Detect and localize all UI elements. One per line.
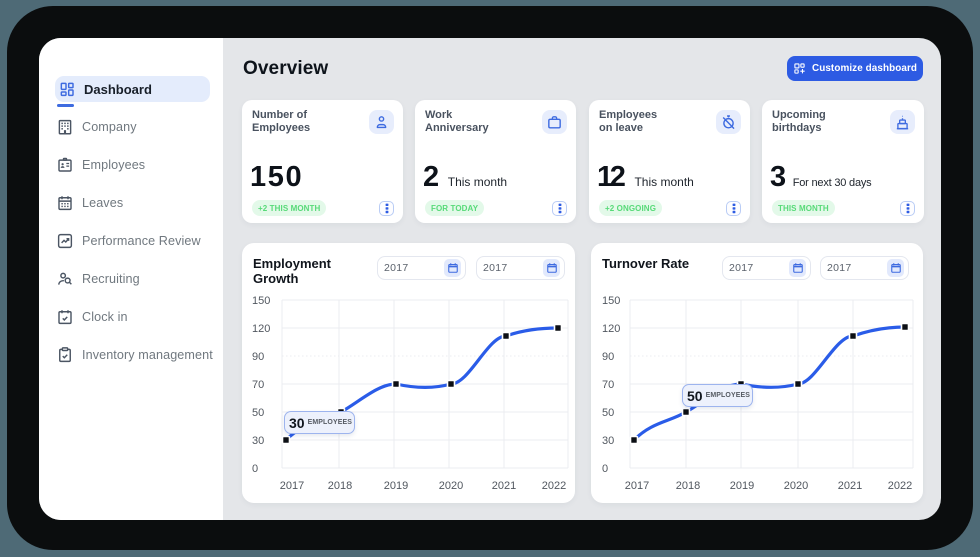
svg-text:0: 0	[602, 463, 608, 475]
svg-text:120: 120	[252, 323, 270, 335]
svg-text:150: 150	[602, 295, 620, 307]
svg-text:70: 70	[602, 379, 614, 391]
svg-text:90: 90	[252, 351, 264, 363]
svg-text:70: 70	[252, 379, 264, 391]
svg-text:0: 0	[252, 463, 258, 475]
svg-text:150: 150	[252, 295, 270, 307]
svg-text:2022: 2022	[888, 480, 912, 492]
svg-text:2020: 2020	[439, 480, 463, 492]
svg-text:50: 50	[602, 407, 614, 419]
svg-text:2019: 2019	[384, 480, 408, 492]
svg-text:2017: 2017	[625, 480, 649, 492]
svg-text:2021: 2021	[838, 480, 862, 492]
svg-text:2018: 2018	[328, 480, 352, 492]
svg-text:2022: 2022	[542, 480, 566, 492]
svg-text:2021: 2021	[492, 480, 516, 492]
svg-text:30: 30	[252, 435, 264, 447]
svg-text:2017: 2017	[280, 480, 304, 492]
svg-text:30: 30	[602, 435, 614, 447]
svg-text:90: 90	[602, 351, 614, 363]
svg-text:120: 120	[602, 323, 620, 335]
svg-text:2020: 2020	[784, 480, 808, 492]
svg-text:2019: 2019	[730, 480, 754, 492]
svg-text:50: 50	[252, 407, 264, 419]
svg-text:2018: 2018	[676, 480, 700, 492]
